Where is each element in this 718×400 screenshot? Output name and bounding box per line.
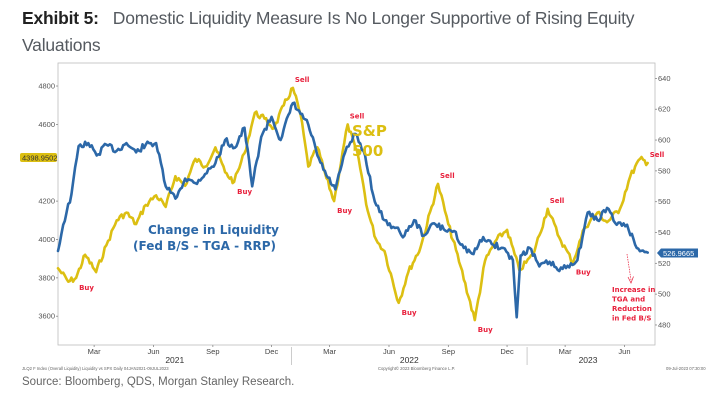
x-tick-label: Dec — [265, 347, 279, 356]
right-tick-label: 480 — [658, 320, 671, 329]
buy-signal-label: Buy — [337, 207, 352, 215]
note-arrow — [626, 253, 632, 281]
left-tick-label: 3800 — [38, 273, 55, 282]
x-tick-label: Jun — [618, 347, 630, 356]
left-last-value-badge: 4398.9502 — [20, 153, 57, 163]
liquidity-annotation-line2: (Fed B/S - TGA - RRP) — [133, 239, 276, 253]
x-tick-label: Jun — [383, 347, 395, 356]
plot-frame — [57, 62, 656, 346]
index-note: JLQ2 F Index (Overall Liquidity) Liquidi… — [22, 366, 169, 371]
sell-signal-label: Sell — [440, 172, 455, 180]
year-label: 2023 — [579, 355, 598, 365]
year-label: 2021 — [165, 355, 184, 365]
right-tick-label: 500 — [658, 290, 671, 299]
liquidity-annotation-line1: Change in Liquidity — [148, 223, 279, 237]
spx-annotation-line2: 500 — [352, 142, 383, 160]
x-axis: Mar Jun Sep Dec Mar Jun Sep Dec Mar Jun 2021 2022 20… — [88, 345, 631, 365]
left-tick-label: 4200 — [38, 197, 55, 206]
buy-signal-label: Buy — [237, 188, 252, 196]
series-layer — [56, 86, 649, 322]
sell-signal-label: Sell — [650, 151, 665, 159]
right-tick-label: 540 — [658, 228, 671, 237]
sell-signal-label: Sell — [295, 76, 310, 84]
right-tick-label: 620 — [658, 105, 671, 114]
left-tick-label: 3600 — [38, 312, 55, 321]
copyright-note: Copyright© 2023 Bloomberg Finance L.P. — [378, 366, 455, 371]
year-label: 2022 — [400, 355, 419, 365]
note-line3: Reduction — [612, 305, 652, 313]
spx-annotation-line1: S&P — [352, 122, 387, 140]
exhibit-number: Exhibit 5: — [22, 8, 99, 28]
right-axis: 480 500 520 540 560 580 600 620 640 — [655, 74, 671, 329]
right-tick-label: 520 — [658, 259, 671, 268]
buy-signal-label: Buy — [402, 309, 417, 317]
left-tick-label: 4800 — [38, 82, 55, 91]
left-axis: 3600 3800 4000 4200 4600 4800 — [38, 82, 58, 321]
x-tick-label: Sep — [442, 347, 455, 356]
right-last-value-badge: 526.9665 — [657, 248, 698, 258]
chart-title: Exhibit 5: Domestic Liquidity Measure Is … — [22, 5, 712, 59]
timestamp-note: 09-Jul-2023 07:30:00 — [666, 366, 706, 371]
x-tick-label: Mar — [88, 347, 101, 356]
source-note: Source: Bloomberg, QDS, Morgan Stanley R… — [22, 376, 295, 388]
liquidity-vs-spx-chart: 3600 3800 4000 4200 4600 4800 480 500 520 540 560… — [20, 62, 706, 371]
buy-signal-label: Buy — [79, 284, 94, 292]
left-last-value: 4398.9502 — [22, 154, 57, 163]
buy-signal-label: Buy — [478, 326, 493, 334]
signal-layer: Buy Buy Sell Buy Sell Buy Sell Buy Sell Buy Sell — [79, 76, 664, 334]
x-tick-label: Sep — [206, 347, 219, 356]
x-tick-label: Mar — [559, 347, 572, 356]
exhibit-title: Domestic Liquidity Measure Is No Longer … — [22, 8, 635, 55]
left-tick-label: 4600 — [38, 120, 55, 129]
liquidity-line — [56, 101, 649, 319]
buy-signal-label: Buy — [576, 269, 591, 277]
note-line1: Increase in — [612, 286, 655, 294]
x-tick-label: Mar — [323, 347, 336, 356]
right-last-value: 526.9665 — [663, 249, 694, 258]
right-tick-label: 560 — [658, 197, 671, 206]
note-arrow-head — [627, 276, 634, 284]
left-tick-label: 4000 — [38, 235, 55, 244]
note-line4: in Fed B/S — [612, 315, 651, 323]
x-tick-label: Jun — [147, 347, 159, 356]
x-tick-label: Dec — [500, 347, 514, 356]
right-tick-label: 580 — [658, 166, 671, 175]
right-tick-label: 640 — [658, 74, 671, 83]
sell-signal-label: Sell — [550, 197, 565, 205]
right-tick-label: 600 — [658, 136, 671, 145]
sell-signal-label: Sell — [350, 112, 365, 120]
note-line2: TGA and — [612, 296, 645, 304]
